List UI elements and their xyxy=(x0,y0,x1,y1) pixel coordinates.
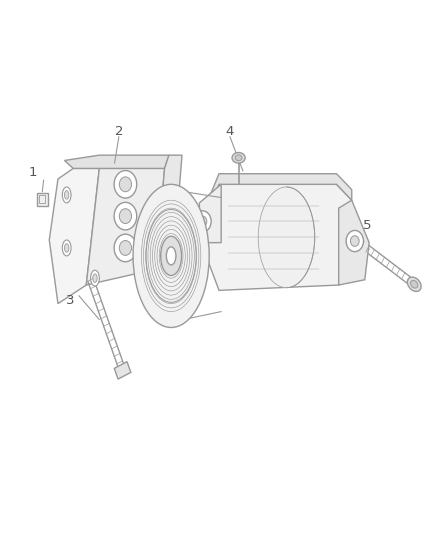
Text: 1: 1 xyxy=(28,166,37,179)
Ellipse shape xyxy=(407,277,421,292)
Circle shape xyxy=(119,209,131,223)
Ellipse shape xyxy=(166,247,176,265)
Circle shape xyxy=(119,240,131,255)
Polygon shape xyxy=(114,362,131,379)
Circle shape xyxy=(119,177,131,192)
Ellipse shape xyxy=(235,155,242,161)
Ellipse shape xyxy=(133,184,209,327)
Circle shape xyxy=(194,211,211,232)
Polygon shape xyxy=(37,193,47,206)
Polygon shape xyxy=(64,155,169,168)
Ellipse shape xyxy=(91,270,99,286)
Ellipse shape xyxy=(62,240,71,256)
Ellipse shape xyxy=(93,274,97,282)
Ellipse shape xyxy=(161,236,182,276)
Ellipse shape xyxy=(64,244,69,252)
Polygon shape xyxy=(49,168,99,304)
Circle shape xyxy=(114,234,137,262)
Polygon shape xyxy=(208,184,352,290)
Circle shape xyxy=(346,230,364,252)
Polygon shape xyxy=(339,200,369,285)
Text: 4: 4 xyxy=(226,125,234,138)
Polygon shape xyxy=(156,155,182,269)
Polygon shape xyxy=(86,168,165,285)
Circle shape xyxy=(114,203,137,230)
Ellipse shape xyxy=(62,187,71,203)
Ellipse shape xyxy=(232,152,245,163)
Text: 5: 5 xyxy=(363,219,371,232)
Text: 2: 2 xyxy=(115,125,123,138)
Ellipse shape xyxy=(258,187,315,288)
Circle shape xyxy=(114,171,137,198)
Polygon shape xyxy=(199,184,221,243)
Polygon shape xyxy=(208,174,352,211)
Ellipse shape xyxy=(410,280,418,288)
Circle shape xyxy=(198,216,207,227)
Circle shape xyxy=(350,236,359,246)
Ellipse shape xyxy=(64,191,69,199)
Text: 3: 3 xyxy=(66,294,74,308)
